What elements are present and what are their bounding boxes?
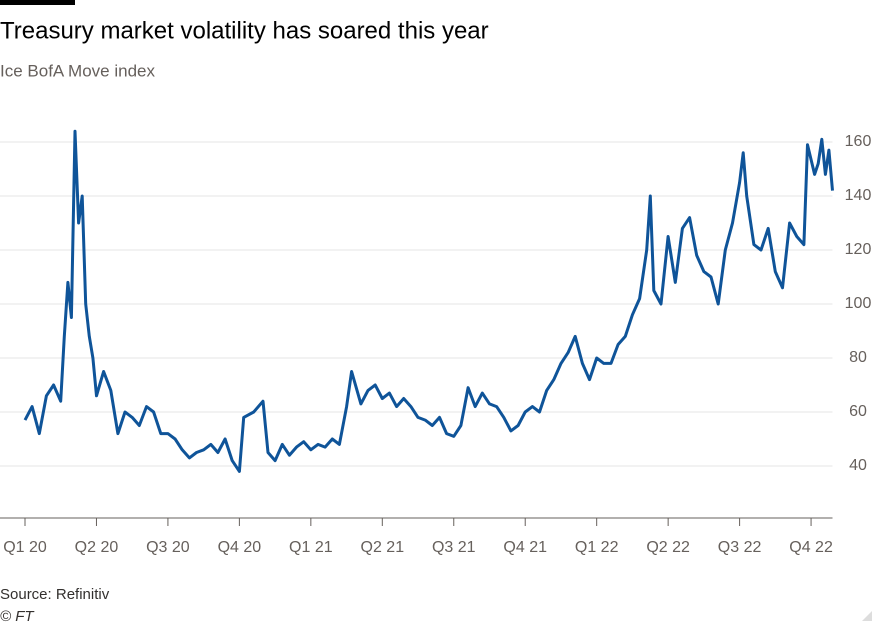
x-tick-label: Q2 20 bbox=[75, 539, 119, 556]
brand-bar bbox=[0, 0, 75, 5]
x-tick-label: Q3 21 bbox=[432, 539, 476, 556]
x-tick-label: Q4 22 bbox=[789, 539, 833, 556]
x-tick-label: Q3 22 bbox=[718, 539, 762, 556]
x-tick-label: Q1 21 bbox=[289, 539, 333, 556]
corner-mark bbox=[862, 611, 872, 621]
chart-title: Treasury market volatility has soared th… bbox=[0, 17, 489, 44]
x-tick-label: Q3 20 bbox=[146, 539, 190, 556]
x-tick-label: Q2 21 bbox=[361, 539, 405, 556]
y-tick-label: 160 bbox=[845, 133, 872, 150]
x-tick-label: Q1 20 bbox=[3, 539, 47, 556]
y-tick-label: 60 bbox=[849, 403, 867, 420]
y-tick-label: 140 bbox=[845, 187, 872, 204]
series-line bbox=[23, 129, 834, 473]
chart-subtitle: Ice BofA Move index bbox=[0, 61, 155, 80]
x-tick-label: Q4 20 bbox=[218, 539, 262, 556]
x-tick-label: Q2 22 bbox=[646, 539, 690, 556]
y-tick-label: 120 bbox=[845, 241, 872, 258]
y-tick-label: 40 bbox=[849, 457, 867, 474]
credit: © FT bbox=[0, 608, 35, 625]
y-tick-label: 80 bbox=[849, 349, 867, 366]
y-tick-label: 100 bbox=[845, 295, 872, 312]
source: Source: Refinitiv bbox=[0, 586, 110, 603]
x-tick-label: Q4 21 bbox=[503, 539, 547, 556]
x-tick-label: Q1 22 bbox=[575, 539, 619, 556]
